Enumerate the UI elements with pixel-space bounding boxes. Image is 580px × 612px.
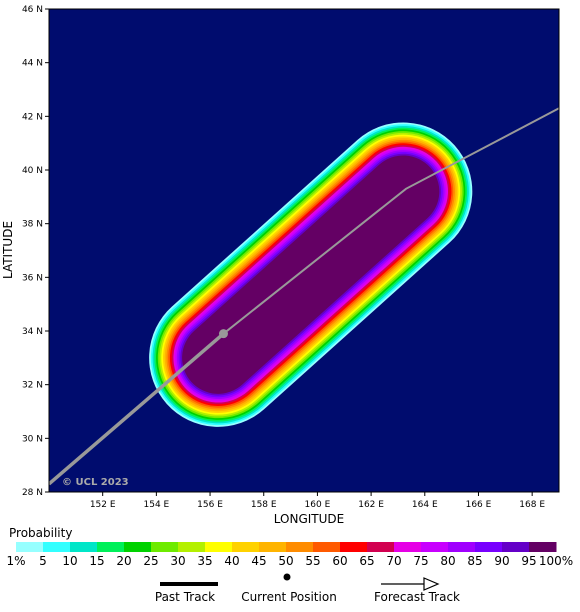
legend-swatch [448, 542, 476, 552]
x-tick-label: 160 E [305, 500, 331, 510]
plot-frame [48, 8, 560, 493]
y-axis-title: LATITUDE [1, 221, 15, 279]
legend-label: 20 [116, 554, 131, 568]
y-tick-label: 46 N [22, 5, 43, 15]
legend-swatch [124, 542, 152, 552]
legend-label: 100% [539, 554, 573, 568]
legend-swatch [205, 542, 233, 552]
x-tick-label: 164 E [412, 500, 438, 510]
legend-swatch [475, 542, 503, 552]
past-track-line [49, 332, 225, 486]
legend-label: 60 [332, 554, 347, 568]
track-legend: Past Track Current Position Forecast Tra… [155, 573, 460, 604]
storm-tracks [49, 107, 559, 486]
legend-label: 70 [386, 554, 401, 568]
legend-swatch [232, 542, 260, 552]
legend-swatch [502, 542, 530, 552]
legend-label: 75 [413, 554, 428, 568]
legend-label: 35 [197, 554, 212, 568]
legend-label: 65 [359, 554, 374, 568]
current-position-marker [218, 329, 228, 339]
legend-swatch [286, 542, 314, 552]
legend-label: 50 [278, 554, 293, 568]
plot-area: 152 E 154 E 156 E 158 E 160 E 162 E 164 E 166 E… [22, 5, 560, 510]
legend-label: 55 [305, 554, 320, 568]
x-tick-label: 152 E [90, 500, 116, 510]
legend-swatch [70, 542, 98, 552]
x-tick-label: 168 E [519, 500, 545, 510]
legend-swatch [394, 542, 422, 552]
legend-label: 5 [39, 554, 47, 568]
probability-band [182, 155, 440, 394]
legend-swatch [97, 542, 125, 552]
latitude-ticks: 28 N 30 N 32 N 34 N 36 N 38 N 40 N 42 N 44 N 46 N [22, 5, 49, 498]
legend-labels: 1% 5 10 15 20 25 30 35 40 45 50 55 60 65 70 75 80 85 90 95 1… [6, 554, 573, 568]
y-tick-label: 44 N [22, 59, 43, 69]
y-tick-label: 36 N [22, 273, 43, 283]
longitude-ticks: 152 E 154 E 156 E 158 E 160 E 162 E 164 E 166 E… [90, 492, 545, 510]
x-tick-label: 162 E [358, 500, 384, 510]
y-tick-label: 42 N [22, 112, 43, 122]
past-track-label: Past Track [155, 590, 215, 604]
forecast-track-line [222, 107, 559, 335]
copyright-text: © UCL 2023 [62, 477, 129, 488]
probability-legend: Probability 1% 5 10 15 20 25 30 35 40 45 50 55 60 65 7… [6, 526, 573, 568]
y-tick-label: 38 N [22, 220, 43, 230]
legend-colorbar [16, 542, 557, 552]
forecast-track-label: Forecast Track [374, 590, 460, 604]
probability-swath [149, 122, 473, 427]
legend-label: 90 [494, 554, 509, 568]
legend-swatch [151, 542, 179, 552]
y-tick-label: 28 N [22, 488, 43, 498]
y-tick-label: 40 N [22, 166, 43, 176]
y-tick-label: 34 N [22, 327, 43, 337]
x-axis-title: LONGITUDE [274, 512, 344, 526]
legend-swatch [340, 542, 368, 552]
legend-title: Probability [9, 526, 72, 540]
legend-swatch [259, 542, 287, 552]
forecast-track-symbol [381, 577, 440, 591]
legend-swatch [421, 542, 449, 552]
y-tick-label: 30 N [22, 434, 43, 444]
legend-label: 80 [440, 554, 455, 568]
legend-label: 95 [521, 554, 536, 568]
x-tick-label: 166 E [466, 500, 492, 510]
legend-label: 40 [224, 554, 239, 568]
legend-label: 25 [143, 554, 158, 568]
legend-swatch [178, 542, 206, 552]
legend-label: 85 [467, 554, 482, 568]
legend-label: 45 [251, 554, 266, 568]
current-position-symbol [283, 573, 291, 581]
current-position-label: Current Position [241, 590, 337, 604]
y-tick-label: 32 N [22, 381, 43, 391]
legend-swatch [529, 542, 557, 552]
x-tick-label: 158 E [251, 500, 277, 510]
legend-label: 10 [62, 554, 77, 568]
legend-label: 30 [170, 554, 185, 568]
legend-swatch [313, 542, 341, 552]
legend-label: 15 [89, 554, 104, 568]
legend-label: 1% [6, 554, 25, 568]
x-tick-label: 154 E [144, 500, 170, 510]
x-tick-label: 156 E [197, 500, 223, 510]
legend-swatch [367, 542, 395, 552]
legend-swatch [43, 542, 71, 552]
legend-swatch [16, 542, 44, 552]
